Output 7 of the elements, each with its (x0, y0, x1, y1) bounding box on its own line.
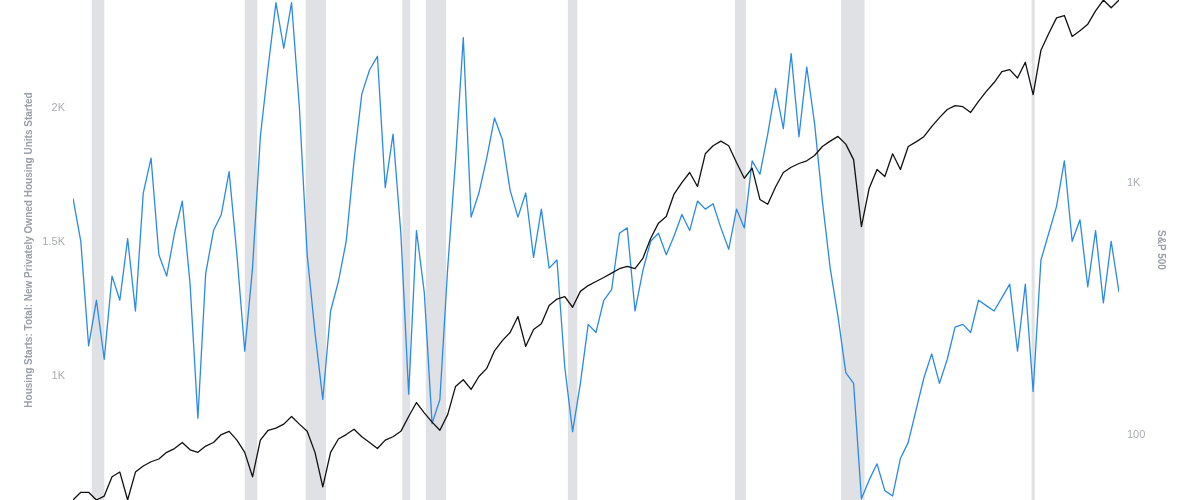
y-axis-title: Housing Starts: Total: New Privately Owned Housing Units Started (22, 92, 34, 408)
y2-tick-label: 100 (1127, 428, 1146, 441)
y2-axis-title: S&P 500 (1155, 230, 1167, 271)
y2-tick-label: 1K (1127, 176, 1142, 189)
y-tick-label: 1K (51, 369, 66, 382)
y-tick-label: 1.5K (42, 235, 66, 248)
y-tick-label: 2K (51, 101, 66, 114)
